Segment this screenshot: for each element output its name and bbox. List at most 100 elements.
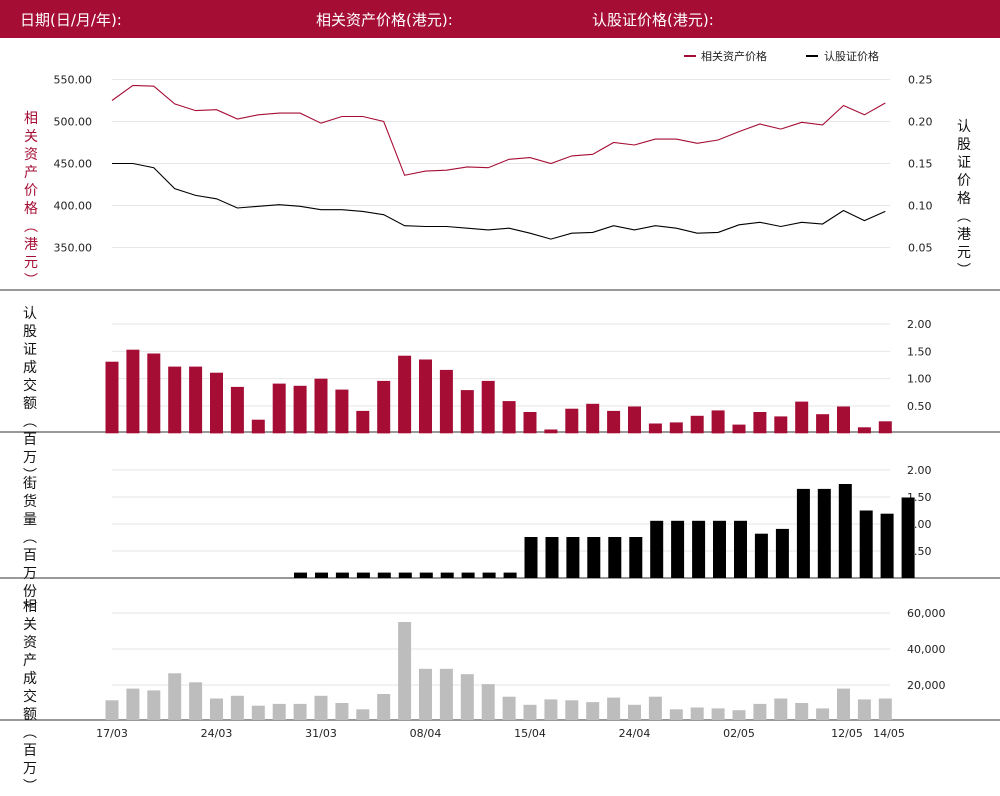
outstanding-bar xyxy=(419,572,433,578)
outstanding-bar xyxy=(692,520,706,578)
outstanding-bar xyxy=(587,537,601,578)
outstanding-bar xyxy=(524,537,538,578)
outstanding-bar xyxy=(775,528,789,578)
underlying-turnover-bar xyxy=(502,696,516,720)
warrant-volume-bar xyxy=(816,414,830,434)
outstanding-bar xyxy=(482,572,496,578)
outstanding-bar xyxy=(754,533,768,578)
warrant-volume-bar xyxy=(607,410,621,434)
right-tick-label: 60,000 xyxy=(907,607,946,620)
warrant-volume-bar xyxy=(732,424,746,434)
outstanding-bar xyxy=(294,572,307,578)
underlying-turnover-bar xyxy=(753,703,767,720)
right-tick-label: 2.00 xyxy=(907,318,932,331)
underlying-turnover-bar xyxy=(816,708,830,720)
underlying-turnover-bar xyxy=(168,673,182,720)
underlying-turnover-bar xyxy=(189,682,203,720)
underlying-turnover-bar xyxy=(377,694,391,720)
underlying-turnover-bar xyxy=(210,698,223,720)
x-tick-label: 08/04 xyxy=(410,727,442,740)
warrant-volume-bar xyxy=(230,386,244,434)
underlying-turnover-bar xyxy=(607,697,621,720)
warrant-volume-bar xyxy=(460,390,474,434)
underlying-turnover-bar xyxy=(272,703,286,720)
outstanding-bar xyxy=(629,537,643,578)
right-tick-label: 0.20 xyxy=(908,116,933,129)
header-bar: 日期(日/月/年): 相关资产价格(港元): 认股证价格(港元): xyxy=(0,0,1000,38)
right-tick-label: 1.50 xyxy=(907,345,932,358)
warrant-volume-bar xyxy=(795,401,809,434)
x-tick-label: 02/05 xyxy=(723,727,755,740)
outstanding-bar xyxy=(901,497,915,578)
underlying-turnover-bar xyxy=(460,674,474,720)
x-tick-label: 14/05 xyxy=(873,727,905,740)
underlying-turnover-bar xyxy=(523,704,537,720)
outstanding-bar xyxy=(377,572,391,578)
warrant-volume-bar xyxy=(126,349,140,434)
outstanding-bar xyxy=(503,572,517,578)
right-tick-label: 1.00 xyxy=(907,373,932,386)
underlying-turnover-bar xyxy=(669,709,683,720)
warrant-volume-bar xyxy=(314,378,328,434)
warrant-volume-bar xyxy=(523,412,537,434)
warrant-volume-bar xyxy=(398,355,412,434)
underlying-price-line xyxy=(111,84,886,176)
underlying-turnover-bar xyxy=(878,698,892,720)
warrant-volume-bar xyxy=(711,410,725,434)
legend-warrant: 认股证价格 xyxy=(824,49,879,63)
underlying-price-label: 相关资产价格(港元): xyxy=(316,11,453,29)
outstanding-bar xyxy=(734,520,747,578)
outstanding-bar xyxy=(335,572,349,578)
x-tick-label: 31/03 xyxy=(305,727,337,740)
outstanding-bar xyxy=(315,572,328,578)
outstanding-bar xyxy=(440,572,454,578)
x-tick-label: 15/04 xyxy=(514,727,546,740)
underlying-turnover-bar xyxy=(147,690,161,720)
warrant-volume-bar xyxy=(753,412,767,434)
warrant-volume-bar xyxy=(628,406,641,434)
underlying-turnover-bar xyxy=(314,695,328,720)
underlying-turnover-bar xyxy=(126,688,140,720)
underlying-turnover-bar xyxy=(398,622,412,720)
warrant-volume-bar xyxy=(419,359,432,434)
underlying-turnover-bar xyxy=(795,703,809,720)
underlying-turnover-bar xyxy=(481,684,495,720)
left-tick-label: 350.00 xyxy=(54,242,93,255)
warrant-volume-bar xyxy=(168,366,182,434)
warrant-volume-bar xyxy=(335,389,349,434)
warrant-volume-bar xyxy=(293,385,307,434)
warrant-price-line xyxy=(112,162,886,240)
warrant-volume-axis-label: 认股证成交额 ︵ 百万 ︶ xyxy=(23,306,37,484)
warrant-volume-bar xyxy=(774,416,788,434)
outstanding-bar xyxy=(859,510,873,578)
underlying-turnover-bar xyxy=(711,708,725,720)
warrant-volume-bar xyxy=(356,410,370,434)
underlying-turnover-bar xyxy=(230,695,244,720)
warrant-volume-bar xyxy=(586,403,600,434)
underlying-turnover-bar xyxy=(586,702,600,720)
left-tick-label: 500.00 xyxy=(54,116,93,129)
right-tick-label: 0.25 xyxy=(908,74,933,87)
right-tick-label: 20,000 xyxy=(907,679,946,692)
outstanding-bar xyxy=(356,572,370,578)
underlying-turnover-bar xyxy=(356,709,370,720)
chart-canvas: 350.00 400.00 450.00 500.00 550.00 0.05 0.10 0.… xyxy=(0,49,1000,740)
right-tick-label: 0.50 xyxy=(907,400,932,413)
underlying-turnover-bar xyxy=(857,699,871,720)
underlying-price-axis-label: 相关资产价格 ︵ 港元 ︶ xyxy=(24,111,38,289)
date-label: 日期(日/月/年): xyxy=(20,11,122,29)
warrant-volume-bar xyxy=(648,423,662,434)
warrant-volume-bar xyxy=(481,380,495,434)
warrant-volume-bar xyxy=(377,380,391,434)
warrant-volume-bar xyxy=(189,366,203,434)
warrant-volume-bar xyxy=(690,415,704,434)
underlying-turnover-bar xyxy=(628,704,641,720)
outstanding-bar xyxy=(398,572,412,578)
left-tick-label: 450.00 xyxy=(54,158,93,171)
underlying-turnover-bar xyxy=(690,707,704,720)
underlying-turnover-bar xyxy=(544,699,558,720)
warrant-volume-bar xyxy=(669,422,683,434)
right-tick-label: 0.10 xyxy=(908,200,933,213)
warrant-volume-bar xyxy=(878,421,892,434)
outstanding-bar xyxy=(671,520,685,578)
